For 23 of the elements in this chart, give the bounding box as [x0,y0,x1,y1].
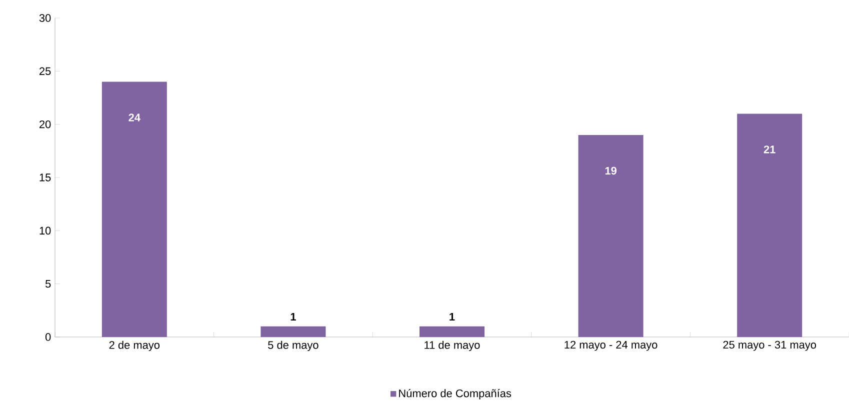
data-label: 1 [290,312,296,321]
x-tick-label: 11 de mayo [424,340,480,352]
x-tick-label: 5 de mayo [268,340,318,352]
data-label: 1 [450,312,455,321]
legend-label: Número de Compañías [399,389,512,400]
bar [578,134,644,337]
x-tick-label: 2 de mayo [109,340,160,352]
y-tick-label: 10 [40,226,51,235]
y-tick-label: 20 [40,120,51,128]
bar [260,326,326,337]
data-label: 19 [605,166,616,175]
y-tick-label: 5 [45,280,51,288]
y-tick-label: 25 [40,67,51,76]
data-label: 21 [764,146,776,154]
data-label: 24 [128,114,140,122]
bar [102,82,167,337]
y-tick-label: 30 [39,14,51,22]
x-tick-label: 25 mayo - 31 mayo [723,340,816,351]
y-tick-label: 0 [45,333,51,341]
bar [420,326,485,337]
x-tick-label: 12 mayo - 24 mayo [564,340,658,351]
bar [737,114,802,337]
y-tick-label: 15 [40,174,51,182]
